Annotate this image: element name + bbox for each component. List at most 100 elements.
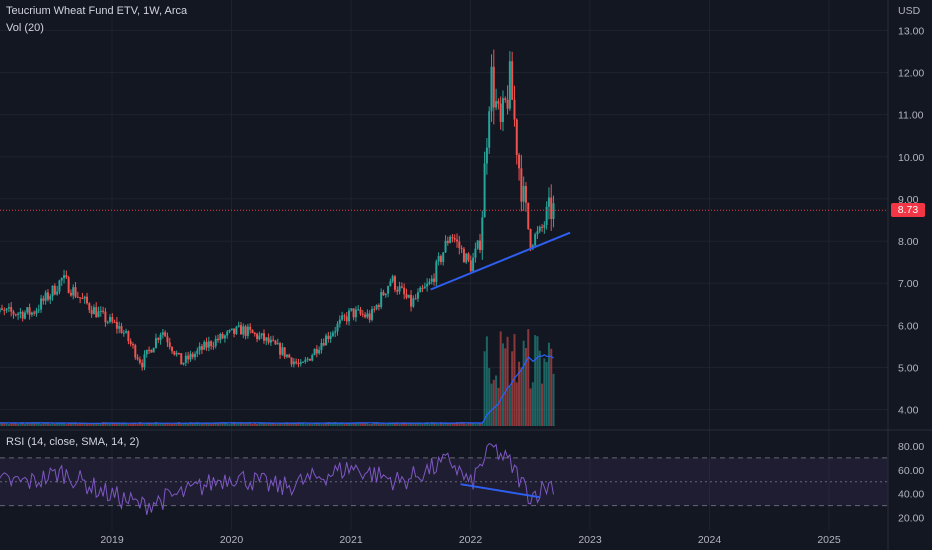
candle-body	[508, 61, 511, 109]
candle-body	[391, 276, 394, 282]
candle-body	[60, 278, 63, 281]
volume-bar	[237, 422, 240, 426]
candle-body	[511, 61, 514, 100]
volume-bar	[370, 423, 373, 426]
volume-bar	[14, 422, 17, 426]
volume-bar	[285, 422, 288, 426]
volume-bar	[529, 388, 532, 426]
candle-body	[407, 294, 410, 298]
candle-body	[97, 311, 100, 318]
volume-bar	[442, 422, 445, 426]
candle-body	[143, 354, 146, 368]
time-axis[interactable]: 2019 2020 2021 2022 2023 2024 2025	[100, 534, 841, 546]
candle-body	[111, 316, 114, 322]
volume-bar	[226, 422, 229, 426]
volume-bar	[92, 423, 95, 426]
candle-body	[200, 346, 203, 350]
volume-bar	[419, 422, 422, 426]
volume-bar	[76, 423, 79, 426]
volume-bar	[444, 423, 447, 426]
candle-body	[95, 307, 98, 318]
volume-bar	[361, 422, 364, 426]
volume-bar	[391, 422, 394, 426]
volume-bar	[0, 422, 1, 426]
candle-body	[131, 344, 134, 346]
candle-body	[129, 341, 132, 345]
rsi-line	[0, 442, 554, 515]
rsi-legend[interactable]: RSI (14, close, SMA, 14, 2)	[6, 436, 140, 448]
candle-body	[444, 240, 447, 253]
candle-body	[81, 298, 84, 300]
volume-bar	[12, 422, 15, 426]
price-tick-label: 13.00	[898, 25, 924, 37]
chart-title[interactable]: Teucrium Wheat Fund ETV, 1W, Arca	[6, 5, 188, 17]
volume-bar	[400, 422, 403, 426]
candle-body	[490, 66, 493, 112]
candle-body	[106, 321, 109, 323]
volume-bar	[483, 351, 486, 426]
time-tick-label: 2019	[100, 534, 124, 546]
volume-bar	[131, 422, 134, 426]
rsi-tick-label: 60.00	[898, 465, 924, 477]
candle-body	[423, 286, 426, 289]
candle-body	[488, 111, 491, 148]
volume-bar	[210, 423, 213, 426]
candle-body	[58, 280, 61, 292]
volume-bar	[384, 423, 387, 426]
volume-bar	[536, 336, 539, 426]
rsi-tick-label: 80.00	[898, 441, 924, 453]
volume-bar	[189, 422, 192, 426]
time-tick-label: 2020	[220, 534, 244, 546]
volume-bar	[538, 350, 541, 426]
candle-body	[398, 286, 401, 292]
volume-bar	[501, 343, 504, 426]
price-axis[interactable]: 13.00 12.00 11.00 10.00 9.00 8.00 7.00 6.00 5.00…	[898, 25, 924, 416]
volume-bar	[446, 422, 449, 426]
volume-bar	[451, 422, 454, 426]
candle-body	[384, 293, 387, 296]
volume-bar	[313, 422, 316, 426]
candle-body	[531, 245, 534, 248]
candle-body	[256, 333, 259, 340]
candle-body	[481, 217, 484, 250]
candle-body	[207, 341, 210, 348]
candle-body	[104, 311, 107, 323]
volume-bar	[74, 422, 77, 426]
volume-bar	[244, 422, 247, 426]
candle-body	[483, 163, 486, 218]
volume-bar	[435, 422, 438, 426]
volume-bar	[249, 422, 252, 426]
volume-bar	[129, 423, 132, 426]
volume-bar	[58, 423, 61, 426]
candle-body	[416, 292, 419, 299]
candle-body	[113, 321, 116, 323]
volume-legend[interactable]: Vol (20)	[6, 22, 44, 34]
trendlines[interactable]	[430, 231, 571, 499]
candle-body	[272, 339, 275, 341]
volume-bar	[127, 423, 130, 426]
volume-bar	[518, 361, 521, 426]
candle-body	[495, 101, 498, 108]
candle-body	[315, 348, 318, 354]
time-tick-label: 2022	[459, 534, 483, 546]
volume-bar	[405, 423, 408, 426]
volume-bar	[26, 422, 29, 426]
volume-bar	[86, 423, 89, 426]
volume-bar	[497, 387, 500, 426]
rsi-axis[interactable]: 80.00 60.00 40.00 20.00	[898, 441, 924, 525]
candle-body	[226, 331, 229, 336]
candle-body	[233, 328, 236, 334]
candle-body	[478, 240, 481, 250]
last-price-tag: 8.73	[891, 203, 925, 218]
candle-body	[297, 363, 300, 365]
candle-body	[74, 287, 77, 297]
candle-body	[472, 257, 475, 272]
candle-body	[180, 353, 183, 365]
volume-bar	[269, 423, 272, 426]
volume-bar	[334, 422, 337, 426]
candle-body	[177, 353, 180, 355]
candle-body	[228, 329, 231, 332]
candle-body	[239, 325, 242, 335]
candle-body	[0, 308, 1, 313]
